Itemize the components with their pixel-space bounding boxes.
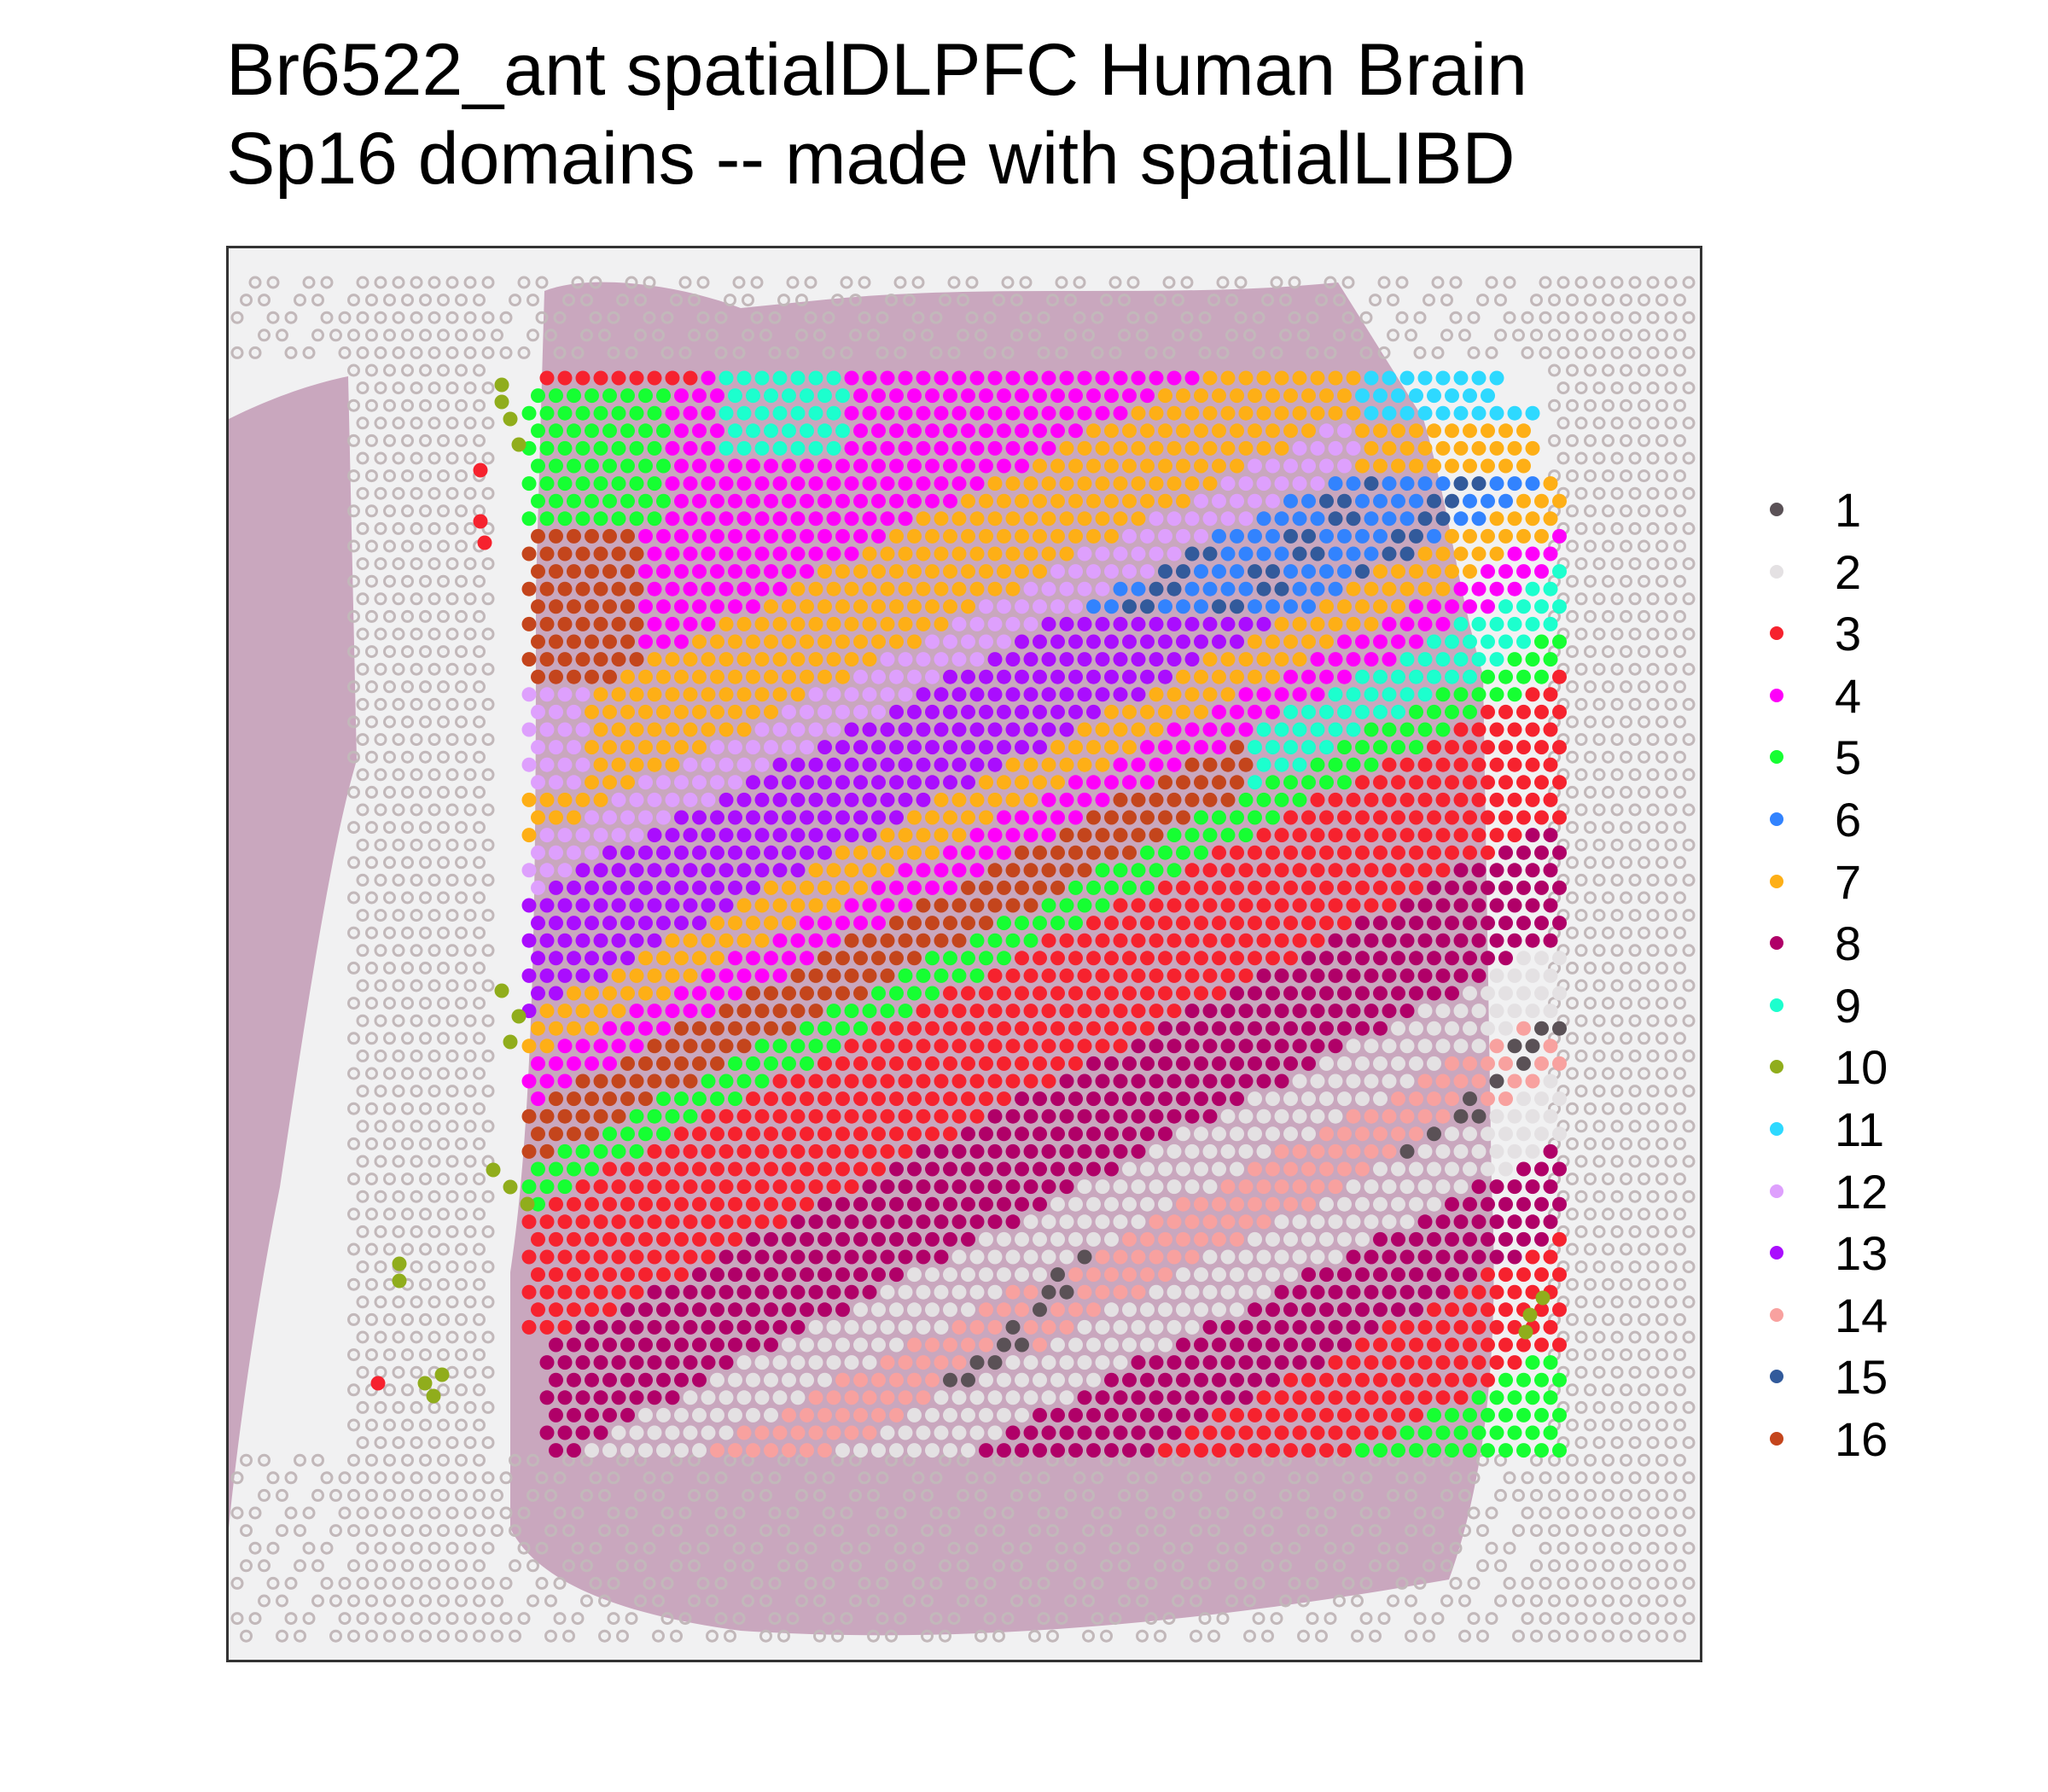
- legend-swatch-12: [1770, 1184, 1783, 1198]
- title-line-2: Sp16 domains -- made with spatialLIBD: [226, 118, 1516, 200]
- legend-label-7: 7: [1835, 854, 1862, 909]
- legend-swatch-14: [1770, 1307, 1783, 1322]
- legend-swatch-13: [1770, 1246, 1783, 1260]
- legend-label-14: 14: [1835, 1288, 1888, 1342]
- legend-label-1: 1: [1835, 483, 1862, 537]
- legend-label-5: 5: [1835, 730, 1862, 785]
- legend-label-3: 3: [1835, 607, 1862, 661]
- legend-swatch-16: [1770, 1431, 1783, 1446]
- legend-label-8: 8: [1835, 916, 1862, 971]
- plot-title: Br6522_ant spatialDLPFC Human Brain Sp16…: [226, 26, 1527, 203]
- legend-swatch-3: [1770, 626, 1783, 641]
- legend-label-12: 12: [1835, 1164, 1888, 1219]
- spatial-plot-panel: [226, 246, 1702, 1662]
- legend-swatch-4: [1770, 688, 1783, 702]
- legend-swatch-5: [1770, 750, 1783, 765]
- legend-swatch-8: [1770, 936, 1783, 951]
- spatial-plot-svg: [229, 248, 1700, 1660]
- title-line-1: Br6522_ant spatialDLPFC Human Brain: [226, 29, 1527, 111]
- legend-label-16: 16: [1835, 1411, 1888, 1466]
- legend-label-2: 2: [1835, 544, 1862, 599]
- domain-spots: [521, 370, 1567, 1458]
- legend-label-13: 13: [1835, 1226, 1888, 1281]
- background-spot-grid: [230, 276, 1696, 1643]
- domain-3-scattered-spots: [370, 463, 492, 1391]
- legend-swatch-7: [1770, 874, 1783, 888]
- legend-label-6: 6: [1835, 792, 1862, 847]
- legend-label-15: 15: [1835, 1350, 1888, 1405]
- legend-swatch-11: [1770, 1121, 1783, 1136]
- legend-swatch-1: [1770, 503, 1783, 516]
- legend-swatch-10: [1770, 1060, 1783, 1074]
- domain-10-scattered-spots: [392, 377, 1551, 1404]
- legend-label-9: 9: [1835, 978, 1862, 1033]
- legend-swatch-15: [1770, 1370, 1783, 1384]
- legend-swatch-2: [1770, 564, 1783, 579]
- legend-swatch-6: [1770, 812, 1783, 826]
- legend-label-10: 10: [1835, 1040, 1888, 1095]
- legend-label-4: 4: [1835, 668, 1862, 723]
- tissue-left-strip: [229, 376, 357, 1528]
- legend-label-11: 11: [1835, 1102, 1885, 1156]
- legend-swatch-9: [1770, 998, 1783, 1012]
